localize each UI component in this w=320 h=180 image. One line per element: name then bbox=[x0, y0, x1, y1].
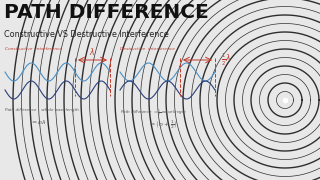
Text: Destructive  interference: Destructive interference bbox=[120, 47, 175, 51]
Text: Path difference $= \frac{1}{2}$ wavelength: Path difference $= \frac{1}{2}$ waveleng… bbox=[120, 108, 187, 119]
Text: Constructive VS Destructive Interference: Constructive VS Destructive Interference bbox=[4, 30, 169, 39]
Text: Path difference    whole wavelength: Path difference whole wavelength bbox=[5, 108, 79, 112]
Text: $\lambda$: $\lambda$ bbox=[90, 46, 96, 57]
Text: $= \left(n + \frac{1}{2}\right)$: $= \left(n + \frac{1}{2}\right)$ bbox=[148, 118, 178, 130]
Text: PATH DIFFERENCE: PATH DIFFERENCE bbox=[4, 3, 209, 22]
Text: $= n\lambda$: $= n\lambda$ bbox=[30, 118, 47, 126]
Text: $\frac{1}{2}\lambda$: $\frac{1}{2}\lambda$ bbox=[221, 52, 231, 68]
Text: Constructive  interference: Constructive interference bbox=[5, 47, 62, 51]
